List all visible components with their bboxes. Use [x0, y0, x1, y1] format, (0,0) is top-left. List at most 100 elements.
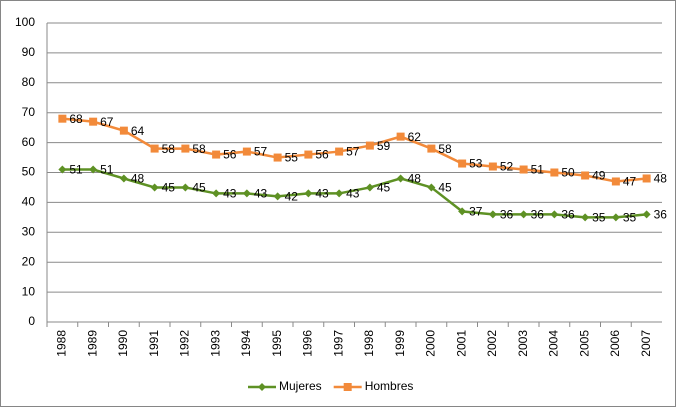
y-tick-label: 30 [22, 224, 36, 238]
y-tick-label: 90 [22, 45, 36, 59]
marker [89, 117, 98, 126]
y-tick-label: 100 [15, 15, 35, 29]
x-tick-label: 1990 [116, 330, 130, 357]
marker [396, 132, 405, 141]
marker [519, 165, 528, 174]
marker [642, 174, 651, 183]
marker [58, 114, 67, 123]
marker [488, 162, 497, 171]
series-line [62, 168, 647, 219]
data-label: 55 [285, 151, 299, 165]
y-tick-label: 50 [22, 165, 36, 179]
marker [642, 210, 651, 219]
marker [581, 213, 590, 222]
data-label: 37 [469, 205, 483, 219]
marker [611, 177, 620, 186]
marker [242, 147, 251, 156]
data-label: 52 [500, 160, 514, 174]
marker [119, 126, 128, 135]
legend-label: Mujeres [279, 379, 322, 393]
data-label: 48 [408, 172, 422, 186]
marker [242, 189, 251, 198]
legend: Mujeres Hombres [248, 379, 413, 393]
data-label: 51 [531, 163, 545, 177]
x-tick-label: 2001 [454, 330, 468, 357]
data-label: 45 [162, 181, 176, 195]
marker [550, 168, 559, 177]
data-label: 47 [623, 175, 637, 189]
marker [458, 207, 467, 216]
data-label: 57 [346, 145, 360, 159]
y-tick-label: 0 [28, 314, 35, 328]
data-label: 43 [254, 187, 268, 201]
data-label: 36 [500, 208, 514, 222]
y-tick-label: 40 [22, 195, 36, 209]
legend-label: Hombres [365, 379, 414, 393]
legend-marker [258, 383, 266, 391]
marker [273, 153, 282, 162]
x-tick-label: 1994 [239, 330, 253, 357]
marker [273, 192, 282, 201]
x-tick-label: 1998 [362, 330, 376, 357]
data-label: 56 [315, 148, 329, 162]
data-label: 56 [223, 148, 237, 162]
data-label: 67 [100, 115, 114, 129]
data-label: 68 [69, 112, 83, 126]
marker [304, 189, 313, 198]
x-tick-label: 1999 [393, 330, 407, 357]
y-tick-label: 80 [22, 75, 36, 89]
marker [581, 171, 590, 180]
data-label: 43 [223, 187, 237, 201]
data-label: 58 [192, 142, 206, 156]
data-label: 50 [561, 166, 575, 180]
y-tick-label: 60 [22, 135, 36, 149]
data-label: 51 [100, 163, 114, 177]
data-label: 62 [408, 130, 422, 144]
marker [181, 144, 190, 153]
marker [335, 189, 344, 198]
data-label: 42 [285, 190, 299, 204]
marker [304, 150, 313, 159]
data-label: 48 [131, 172, 145, 186]
x-tick-label: 2003 [516, 330, 530, 357]
marker [150, 144, 159, 153]
x-tick-label: 1989 [85, 330, 99, 357]
y-tick-label: 10 [22, 284, 36, 298]
marker [427, 144, 436, 153]
marker [335, 147, 344, 156]
x-tick-label: 1995 [270, 330, 284, 357]
x-tick-label: 1991 [147, 330, 161, 357]
y-tick-label: 20 [22, 254, 36, 268]
marker [212, 189, 221, 198]
legend-marker [343, 383, 352, 391]
x-tick-label: 2005 [577, 330, 591, 357]
marker [212, 150, 221, 159]
marker [611, 213, 620, 222]
marker [58, 165, 67, 174]
data-label: 49 [592, 169, 606, 183]
x-tick-label: 2006 [608, 330, 622, 357]
x-tick-label: 1993 [208, 330, 222, 357]
data-label: 57 [254, 145, 268, 159]
data-label: 45 [192, 181, 206, 195]
marker [89, 165, 98, 174]
marker [365, 141, 374, 150]
data-label: 48 [654, 172, 668, 186]
data-label: 35 [623, 211, 637, 225]
data-label: 35 [592, 211, 606, 225]
x-tick-label: 2000 [424, 330, 438, 357]
series-line [62, 117, 647, 183]
marker [150, 183, 159, 192]
marker [119, 174, 128, 183]
marker [181, 183, 190, 192]
data-label: 64 [131, 124, 145, 138]
x-tick-label: 1992 [178, 330, 192, 357]
marker [550, 210, 559, 219]
data-label: 45 [377, 181, 391, 195]
data-label: 45 [438, 181, 452, 195]
data-label: 58 [438, 142, 452, 156]
x-tick-label: 1988 [55, 330, 69, 357]
data-label: 51 [69, 163, 83, 177]
data-label: 53 [469, 157, 483, 171]
